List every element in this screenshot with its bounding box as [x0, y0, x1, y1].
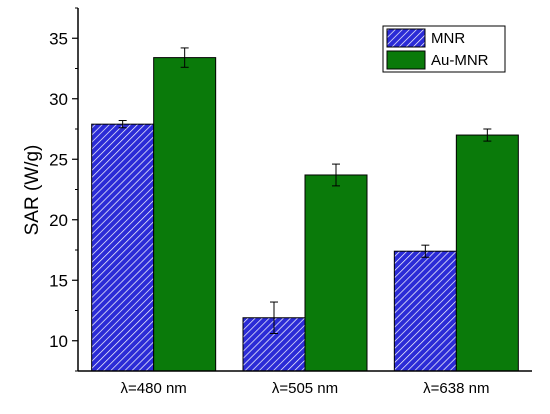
bar-mnr-1 [91, 123, 155, 372]
y-tick-label: 10 [49, 332, 68, 351]
bar-au-mnr-1 [153, 57, 217, 372]
legend-label-au-mnr: Au-MNR [431, 52, 489, 69]
legend-swatch-au-mnr [386, 50, 426, 70]
y-tick-label: 25 [49, 150, 68, 169]
x-tick-label: λ=638 nm [423, 380, 489, 397]
y-axis-title: SAR (W/g) [22, 145, 43, 236]
x-tick-label: λ=505 nm [272, 380, 338, 397]
x-tick-label: λ=480 nm [121, 380, 187, 397]
axes-layer: λ=480 nm λ=505 nm λ=638 nm 10 15 20 25 30 35 [49, 7, 532, 397]
y-tick-label: 15 [49, 271, 68, 290]
y-tick-label: 35 [49, 29, 68, 48]
bars-layer [91, 47, 519, 372]
legend-label-mnr: MNR [431, 30, 465, 47]
legend-swatch-mnr [386, 28, 426, 48]
y-tick-label: 30 [49, 90, 68, 109]
bar-au-mnr-2 [304, 174, 368, 372]
y-tick-label: 20 [49, 211, 68, 230]
legend: MNR Au-MNR [382, 25, 506, 73]
bar-mnr-3 [393, 250, 457, 372]
bar-au-mnr-3 [455, 134, 519, 372]
